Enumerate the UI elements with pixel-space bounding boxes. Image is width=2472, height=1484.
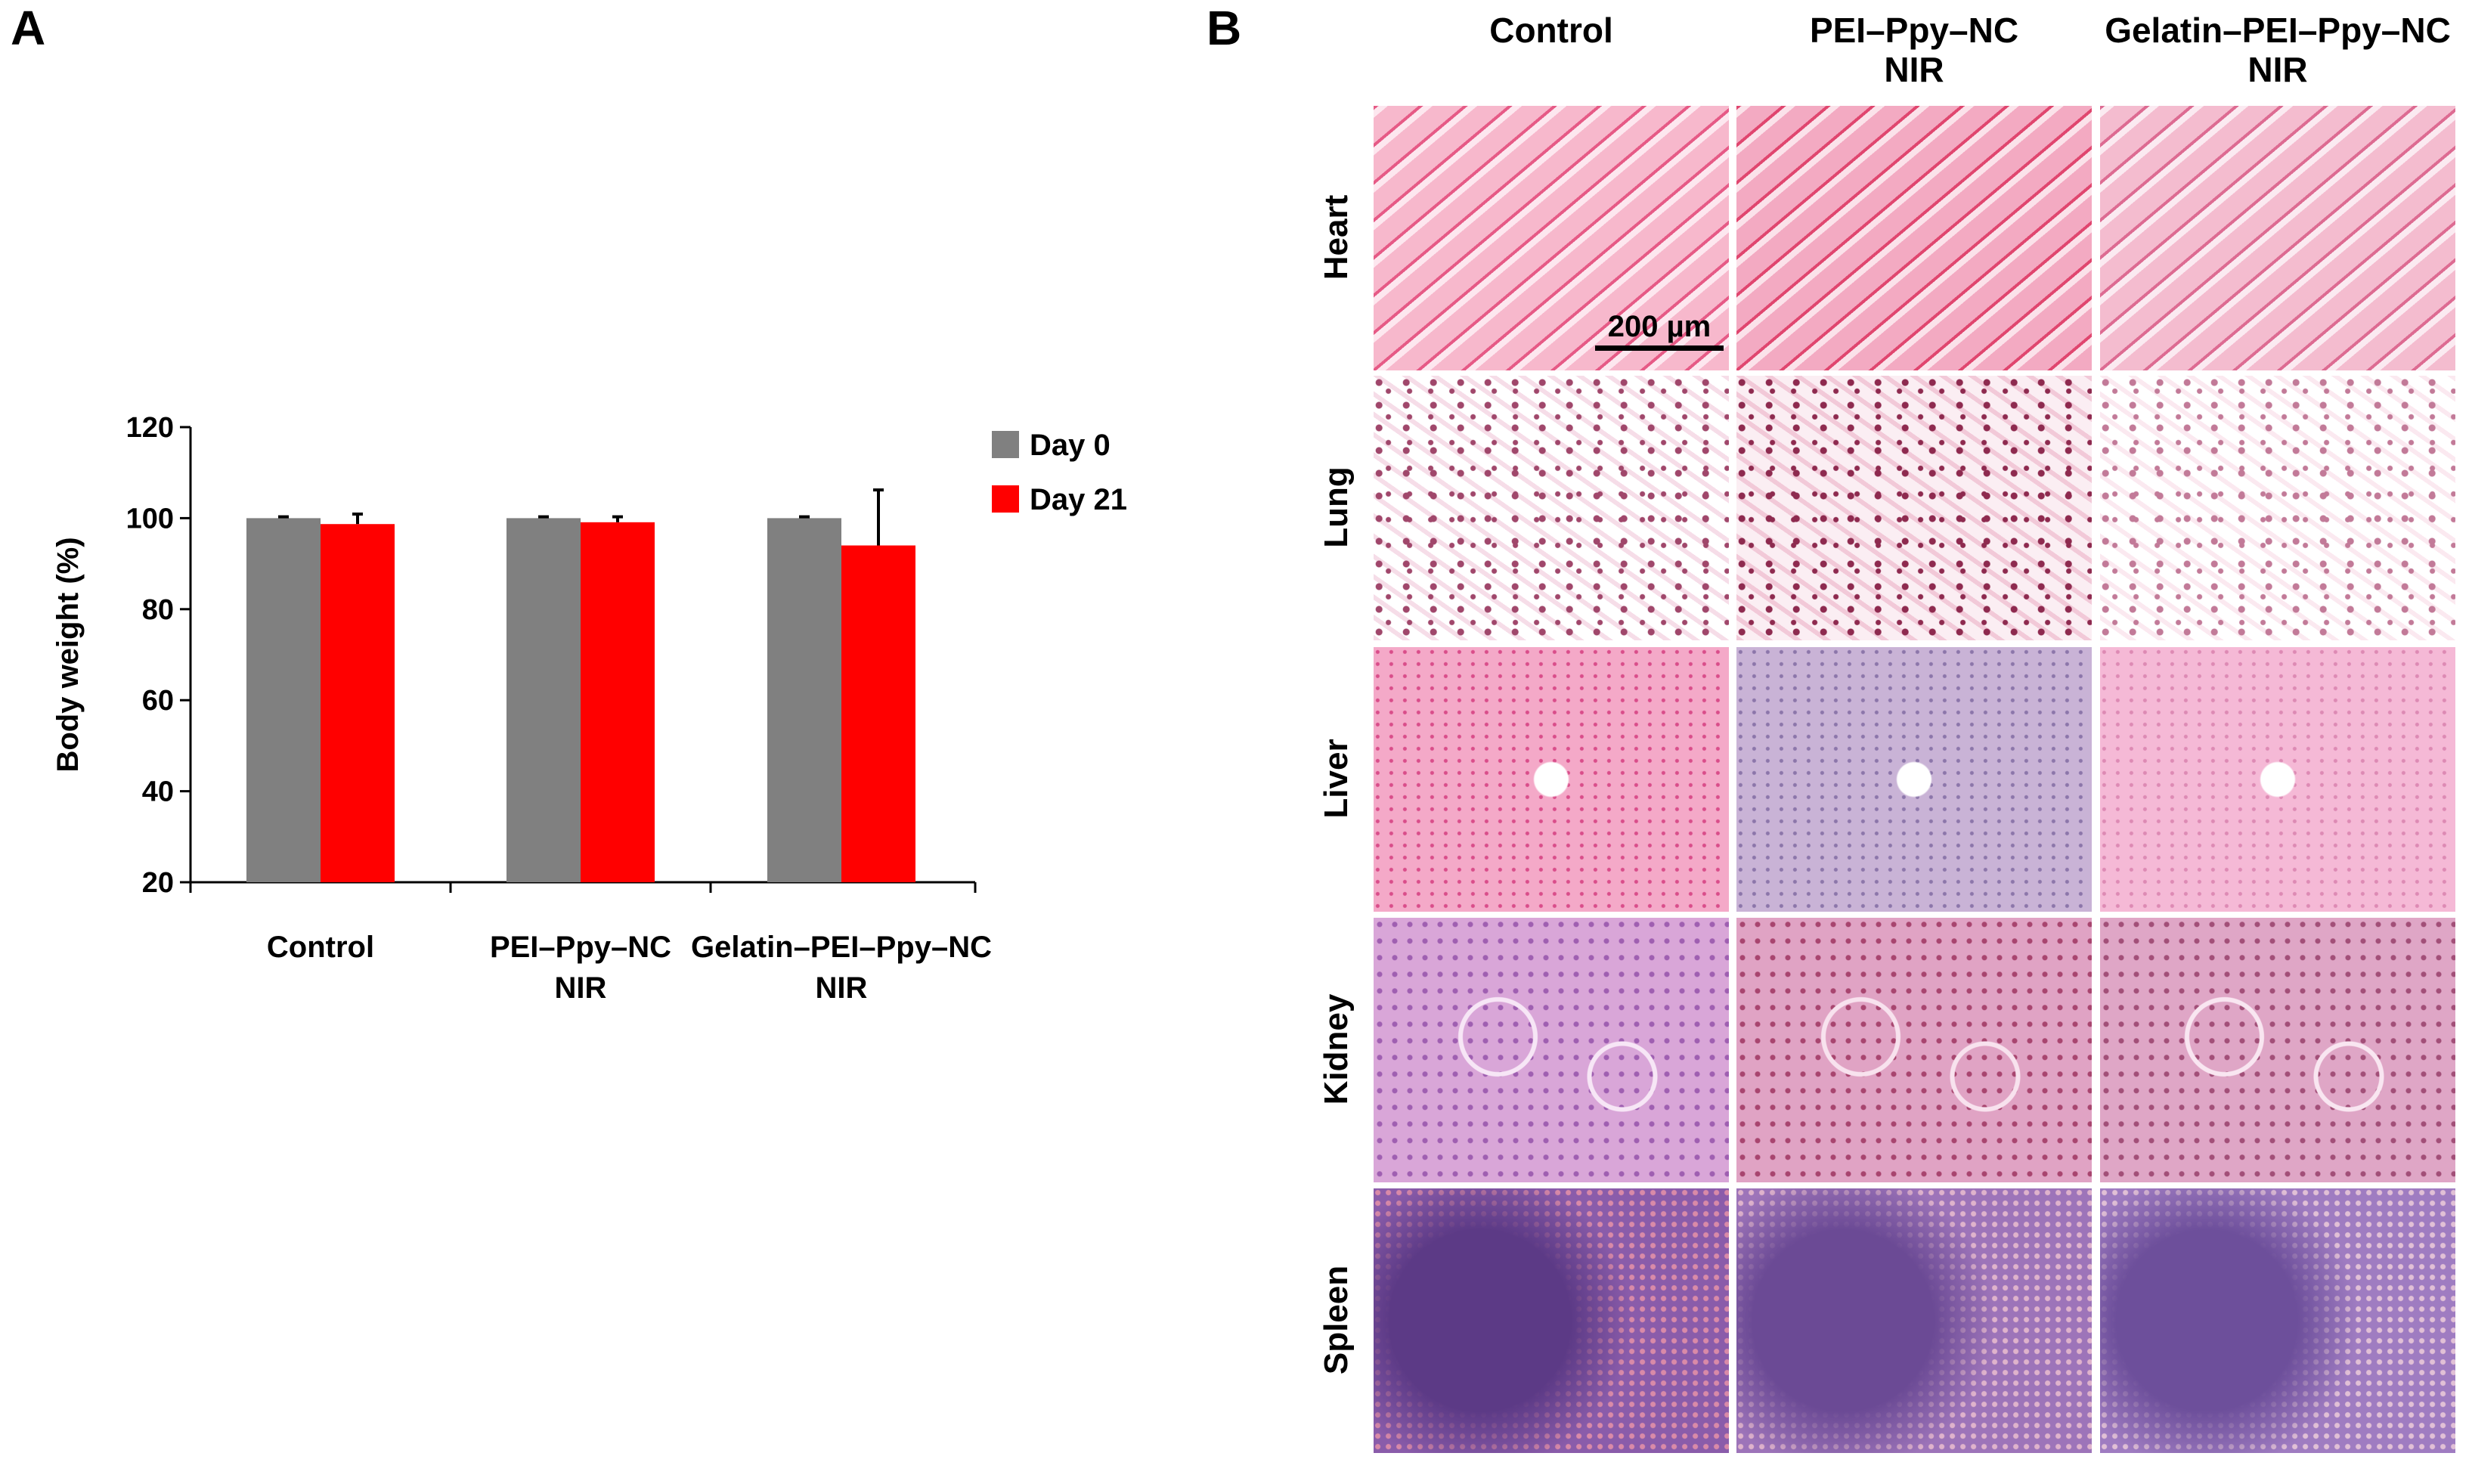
histology-image-heart	[1374, 106, 1729, 370]
y-tick-label: 120	[126, 412, 174, 444]
panel-label-a: A	[11, 1, 46, 55]
legend-label: Day 0	[1030, 429, 1111, 462]
histology-image-liver	[2100, 647, 2455, 912]
y-tick-label: 100	[126, 503, 174, 534]
bar-day-21	[321, 524, 395, 882]
scale-bar: 200 µm	[1595, 310, 1724, 351]
scale-bar-label: 200 µm	[1607, 310, 1712, 343]
histology-image-spleen	[2100, 1188, 2455, 1453]
histology-image-heart	[2100, 106, 2455, 370]
histology-column-header: PEI–Ppy–NC NIR	[1733, 11, 2095, 89]
histology-image-liver	[1736, 647, 2092, 912]
legend-label: Day 21	[1030, 483, 1127, 516]
x-category-label: NIR	[555, 971, 607, 1005]
column-header-line: NIR	[1884, 50, 1944, 89]
body-weight-bar-chart: 20 40 60 80 100 120 Body weight (%) Control PEI–…	[51, 412, 1127, 1005]
histology-image-heart	[1736, 106, 2092, 370]
bar-day-0	[767, 518, 841, 882]
legend-swatch	[992, 431, 1019, 458]
x-category-label: PEI–Ppy–NC	[490, 931, 671, 964]
histology-image-kidney	[1736, 918, 2092, 1182]
histology-image-spleen	[1374, 1188, 1729, 1453]
x-category-label: NIR	[816, 971, 868, 1005]
histology-row-label: Liver	[1318, 739, 1355, 819]
x-category-label: Gelatin–PEI–Ppy–NC	[691, 931, 992, 964]
histology-image-liver	[1374, 647, 1729, 912]
histology-row-label: Lung	[1318, 466, 1355, 548]
y-tick-label: 80	[142, 594, 174, 626]
y-tick-label: 20	[142, 867, 174, 899]
column-header-line: Gelatin–PEI–Ppy–NC	[2105, 11, 2451, 50]
histology-row-label: Kidney	[1318, 993, 1355, 1105]
column-header-line: PEI–Ppy–NC	[1809, 11, 2019, 50]
y-axis-label: Body weight (%)	[51, 537, 85, 772]
histology-column-header: Gelatin–PEI–Ppy–NC NIR	[2097, 11, 2458, 89]
y-tick-label: 60	[142, 685, 174, 717]
histology-image-lung	[1736, 376, 2092, 640]
histology-image-lung	[1374, 376, 1729, 640]
bar-day-0	[506, 518, 581, 882]
bar-day-21	[841, 545, 915, 882]
histology-column-header: Control	[1371, 11, 1732, 50]
x-category-label: Control	[267, 931, 374, 964]
histology-row-label: Heart	[1318, 194, 1355, 280]
column-header-line: NIR	[2247, 50, 2308, 89]
column-header-line: Control	[1489, 11, 1613, 50]
histology-row-label: Spleen	[1318, 1265, 1355, 1375]
histology-image-kidney	[2100, 918, 2455, 1182]
legend-swatch	[992, 485, 1019, 513]
histology-image-spleen	[1736, 1188, 2092, 1453]
panel-label-b: B	[1207, 1, 1242, 55]
bar-day-21	[581, 522, 655, 882]
histology-image-lung	[2100, 376, 2455, 640]
bar-day-0	[246, 518, 321, 882]
y-tick-label: 40	[142, 776, 174, 808]
scale-bar-line	[1595, 345, 1724, 351]
histology-image-kidney	[1374, 918, 1729, 1182]
